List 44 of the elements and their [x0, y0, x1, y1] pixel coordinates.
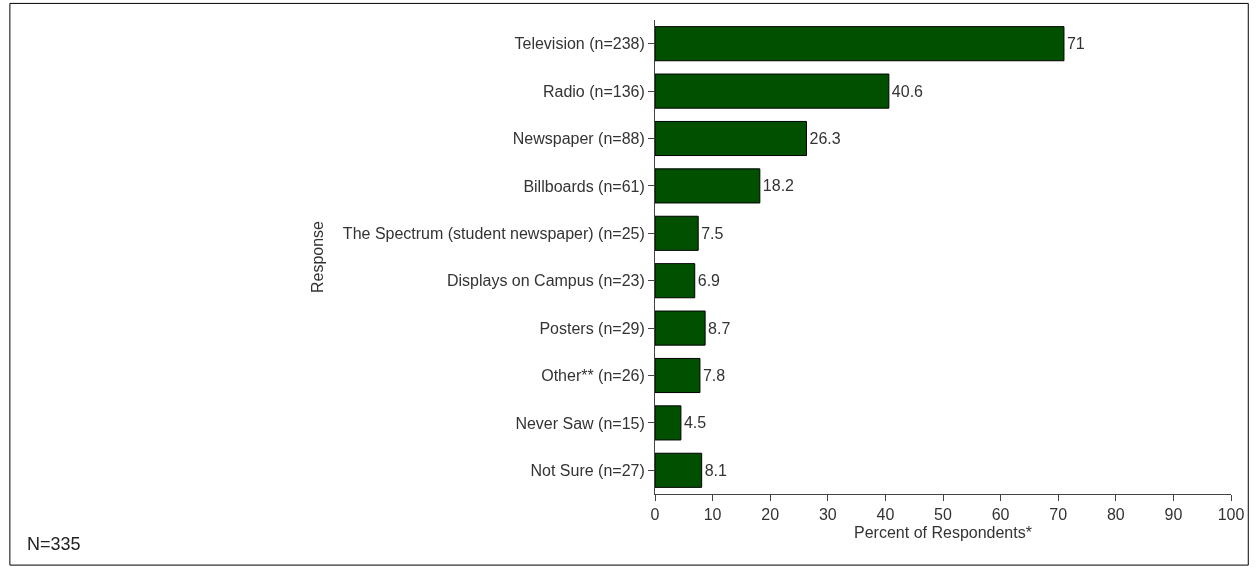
- data-label: 26.3: [809, 130, 841, 147]
- x-tick-label: 100: [1217, 506, 1245, 524]
- bar: [655, 405, 682, 441]
- y-axis-title: Response: [308, 220, 326, 294]
- x-tick-label: 80: [1106, 506, 1125, 524]
- data-label: 71: [1066, 35, 1085, 53]
- x-tick-label: 70: [1049, 506, 1068, 524]
- data-label: 8.1: [704, 461, 727, 479]
- bar: [655, 310, 706, 346]
- y-tick-label: Newspaper (n=88): [512, 130, 645, 148]
- y-tick-label: Radio (n=136): [542, 82, 645, 100]
- bar: [655, 120, 807, 157]
- data-label: 7.5: [701, 224, 724, 242]
- x-tick-label: 50: [934, 506, 952, 524]
- y-tick-label: Billboards (n=61): [523, 177, 645, 195]
- bar: [655, 263, 696, 299]
- data-label: 7.8: [702, 367, 726, 384]
- y-tick-label: The Spectrum (student newspaper) (n=25): [342, 224, 645, 242]
- x-tick-label: 90: [1164, 506, 1183, 524]
- y-tick-label: Never Saw (n=15): [515, 414, 645, 432]
- x-tick-label: 60: [991, 506, 1010, 524]
- bar: [655, 73, 890, 109]
- y-tick-label: Other** (n=26): [541, 367, 645, 385]
- x-tick-label: 0: [650, 506, 660, 524]
- y-tick-label: Not Sure (n=27): [530, 461, 645, 479]
- text: N=335: [27, 534, 81, 554]
- bar: [655, 452, 703, 488]
- y-tick-label: Displays on Campus (n=23): [446, 272, 645, 290]
- data-label: 8.7: [708, 319, 731, 337]
- bar: [655, 357, 701, 394]
- bar: [655, 168, 761, 204]
- y-tick-label: Television (n=238): [514, 35, 645, 53]
- data-label: 18.2: [762, 177, 795, 195]
- y-tick-label: Posters (n=29): [539, 319, 645, 337]
- data-label: 4.5: [683, 414, 707, 432]
- x-axis-title: Percent of Respondents*: [854, 523, 1032, 541]
- x-tick-label: 20: [761, 506, 780, 524]
- x-tick-label: 30: [818, 506, 837, 524]
- data-label: 40.6: [891, 82, 924, 100]
- data-label: 6.9: [697, 272, 721, 290]
- x-tick-label: 10: [703, 506, 722, 524]
- bar: [655, 26, 1065, 62]
- x-tick-label: 40: [876, 506, 895, 524]
- bar: [655, 215, 699, 251]
